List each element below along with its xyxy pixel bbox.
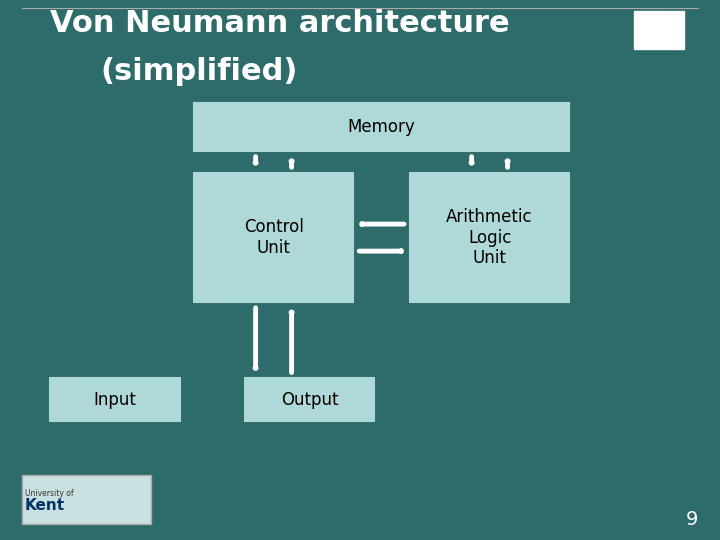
FancyBboxPatch shape (410, 173, 569, 302)
FancyBboxPatch shape (245, 378, 374, 421)
Text: University of: University of (25, 489, 74, 497)
Text: Input: Input (94, 390, 137, 409)
FancyBboxPatch shape (22, 475, 151, 524)
Text: Memory: Memory (348, 118, 415, 136)
Text: Von Neumann architecture: Von Neumann architecture (50, 9, 510, 38)
Text: 9: 9 (686, 510, 698, 529)
Text: Output: Output (281, 390, 338, 409)
Text: Control
Unit: Control Unit (243, 218, 304, 257)
Text: (simplified): (simplified) (101, 57, 298, 86)
Text: Kent: Kent (24, 498, 65, 514)
FancyBboxPatch shape (50, 378, 180, 421)
FancyBboxPatch shape (194, 173, 353, 302)
Text: Arithmetic
Logic
Unit: Arithmetic Logic Unit (446, 208, 533, 267)
Bar (634, 11, 684, 49)
FancyBboxPatch shape (194, 103, 569, 151)
